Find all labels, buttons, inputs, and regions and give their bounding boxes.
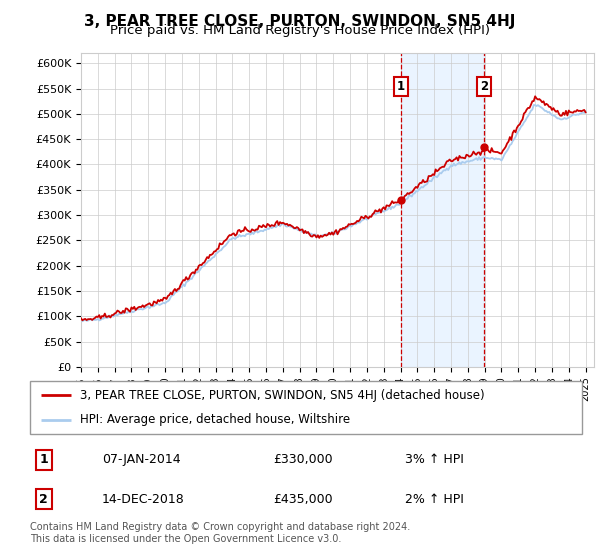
Text: 3% ↑ HPI: 3% ↑ HPI xyxy=(406,453,464,466)
Text: 3, PEAR TREE CLOSE, PURTON, SWINDON, SN5 4HJ: 3, PEAR TREE CLOSE, PURTON, SWINDON, SN5… xyxy=(85,14,515,29)
Text: 2: 2 xyxy=(40,493,48,506)
Text: £330,000: £330,000 xyxy=(273,453,332,466)
FancyBboxPatch shape xyxy=(30,381,582,434)
Text: 1: 1 xyxy=(397,80,405,92)
Text: 1: 1 xyxy=(40,453,48,466)
Text: 07-JAN-2014: 07-JAN-2014 xyxy=(102,453,181,466)
Text: 3, PEAR TREE CLOSE, PURTON, SWINDON, SN5 4HJ (detached house): 3, PEAR TREE CLOSE, PURTON, SWINDON, SN5… xyxy=(80,389,484,402)
Text: 2% ↑ HPI: 2% ↑ HPI xyxy=(406,493,464,506)
Text: Contains HM Land Registry data © Crown copyright and database right 2024.
This d: Contains HM Land Registry data © Crown c… xyxy=(30,522,410,544)
Text: £435,000: £435,000 xyxy=(273,493,332,506)
Text: Price paid vs. HM Land Registry's House Price Index (HPI): Price paid vs. HM Land Registry's House … xyxy=(110,24,490,37)
Text: HPI: Average price, detached house, Wiltshire: HPI: Average price, detached house, Wilt… xyxy=(80,413,350,426)
Text: 14-DEC-2018: 14-DEC-2018 xyxy=(102,493,185,506)
Text: 2: 2 xyxy=(480,80,488,92)
Bar xyxy=(401,53,484,367)
